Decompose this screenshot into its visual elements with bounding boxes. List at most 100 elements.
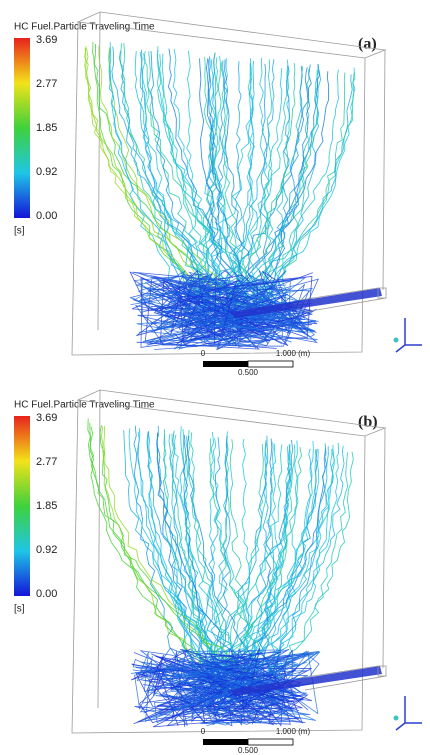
colorbar-title: HC Fuel.Particle Traveling Time (14, 22, 155, 33)
scale-end: 1.000 (m) (276, 727, 311, 736)
streamline (93, 44, 257, 315)
streamline (244, 443, 291, 685)
streamline (263, 451, 354, 696)
streamline (231, 442, 274, 680)
streamline (254, 452, 349, 707)
streamline (192, 444, 283, 696)
streamline (134, 272, 319, 346)
colorbar (14, 416, 30, 596)
colorbar-tick-label: 1.85 (36, 122, 57, 134)
streamline (260, 59, 273, 324)
streamline (209, 438, 285, 686)
streamline (223, 59, 264, 312)
pipe (299, 665, 387, 691)
streamline (248, 67, 356, 317)
streamline (147, 51, 233, 298)
streamline (150, 50, 212, 300)
streamline (256, 70, 322, 322)
scale-start: 0 (201, 727, 206, 736)
streamline (209, 59, 248, 321)
jet (230, 666, 382, 696)
streamline (248, 74, 353, 314)
streamline (141, 53, 216, 306)
scale-mid: 0.500 (238, 746, 259, 755)
streamline (245, 70, 319, 299)
streamline (259, 57, 280, 300)
streamline (256, 64, 312, 306)
streamline (156, 432, 275, 702)
scale-bar-white (247, 360, 294, 368)
pipe (299, 287, 387, 313)
streamline (237, 445, 345, 686)
axis-triad (395, 696, 422, 731)
jet (230, 288, 382, 318)
streamline (98, 45, 260, 311)
streamline (256, 449, 334, 693)
scale-bar-black (203, 361, 248, 367)
panel-label: (b) (358, 414, 378, 431)
streamline (89, 422, 267, 687)
streamline (142, 278, 317, 342)
streamline (100, 426, 237, 709)
streamline (92, 41, 216, 309)
streamline (162, 433, 228, 697)
streamline (205, 58, 246, 298)
streamline (147, 651, 320, 726)
streamline (133, 425, 205, 705)
streamline (225, 71, 330, 305)
streamline (203, 57, 274, 322)
streamline (156, 425, 222, 683)
streamline (256, 442, 340, 683)
streamline (151, 663, 309, 722)
streamline (87, 418, 254, 703)
streamline (130, 648, 284, 710)
streamline (223, 64, 319, 318)
streamline (195, 275, 313, 333)
colorbar (14, 38, 30, 218)
colorbar-tick-label: 3.69 (36, 34, 57, 46)
streamline (202, 443, 268, 683)
box-outline (71, 389, 387, 734)
streamline (232, 62, 296, 309)
streamline (132, 658, 304, 712)
streamlines (87, 418, 354, 728)
streamline (245, 72, 346, 314)
streamline (196, 439, 294, 695)
streamline (261, 65, 303, 308)
colorbar-title: HC Fuel.Particle Traveling Time (14, 400, 155, 411)
streamline (161, 53, 230, 298)
streamline (139, 52, 202, 315)
colorbar-tick-label: 2.77 (36, 78, 57, 90)
streamline (172, 48, 246, 308)
streamline (223, 444, 296, 691)
streamline (111, 46, 252, 299)
streamline (170, 278, 298, 345)
streamline (171, 430, 195, 690)
streamline (84, 47, 218, 302)
panel-label: (a) (358, 36, 377, 53)
colorbar-tick-label: 0.00 (36, 210, 57, 222)
streamline (222, 448, 335, 673)
colorbar-tick-label: 1.85 (36, 500, 57, 512)
streamline (246, 58, 258, 308)
streamline (156, 49, 255, 295)
colorbar-tick-label: 2.77 (36, 456, 57, 468)
streamline (165, 657, 311, 724)
scale-bar-black (203, 739, 248, 745)
scale-start: 0 (201, 349, 206, 358)
axis-dot (393, 337, 399, 343)
axis-triad (395, 318, 422, 353)
colorbar-unit: [s] (14, 226, 25, 237)
colorbar-unit: [s] (14, 604, 25, 615)
streamline (241, 439, 254, 674)
streamline (204, 68, 283, 311)
scale-end: 1.000 (m) (276, 349, 311, 358)
streamline (169, 433, 224, 691)
scale-mid: 0.500 (238, 368, 259, 377)
streamline (232, 444, 293, 696)
streamline (210, 444, 336, 674)
streamline (174, 434, 251, 677)
